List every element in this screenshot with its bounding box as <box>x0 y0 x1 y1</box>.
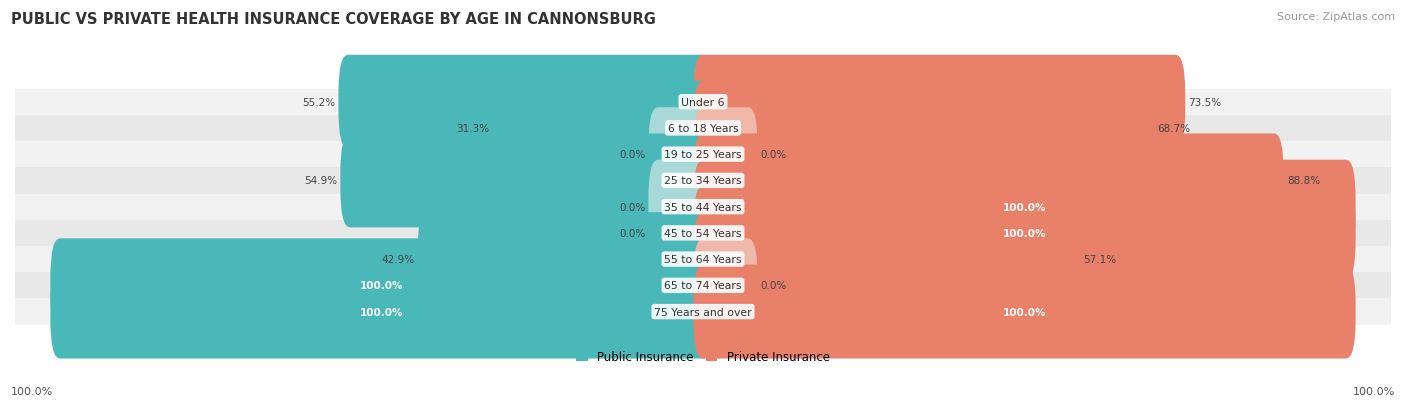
Text: 100.0%: 100.0% <box>360 307 404 317</box>
Bar <box>15 89 1391 116</box>
FancyBboxPatch shape <box>418 213 713 306</box>
Text: 73.5%: 73.5% <box>1188 97 1222 107</box>
Text: 100.0%: 100.0% <box>1353 387 1395 396</box>
Text: 55.2%: 55.2% <box>302 97 335 107</box>
FancyBboxPatch shape <box>648 160 713 254</box>
FancyBboxPatch shape <box>648 186 713 280</box>
Text: 100.0%: 100.0% <box>1002 228 1046 238</box>
Text: 6 to 18 Years: 6 to 18 Years <box>668 123 738 133</box>
FancyBboxPatch shape <box>693 56 1185 149</box>
FancyBboxPatch shape <box>492 82 713 176</box>
Text: 35 to 44 Years: 35 to 44 Years <box>664 202 742 212</box>
FancyBboxPatch shape <box>693 108 758 202</box>
Text: 100.0%: 100.0% <box>360 281 404 291</box>
Bar <box>15 220 1391 247</box>
Text: 25 to 34 Years: 25 to 34 Years <box>664 176 742 186</box>
FancyBboxPatch shape <box>693 82 1154 176</box>
Text: 0.0%: 0.0% <box>619 202 645 212</box>
Text: 42.9%: 42.9% <box>381 254 415 264</box>
Text: 31.3%: 31.3% <box>456 123 489 133</box>
Bar <box>15 168 1391 194</box>
FancyBboxPatch shape <box>51 265 713 358</box>
Text: Source: ZipAtlas.com: Source: ZipAtlas.com <box>1277 12 1395 22</box>
FancyBboxPatch shape <box>693 186 1355 280</box>
FancyBboxPatch shape <box>693 239 758 332</box>
FancyBboxPatch shape <box>339 56 713 149</box>
Text: 65 to 74 Years: 65 to 74 Years <box>664 281 742 291</box>
FancyBboxPatch shape <box>693 213 1080 306</box>
Text: 100.0%: 100.0% <box>1002 307 1046 317</box>
Text: 19 to 25 Years: 19 to 25 Years <box>664 150 742 160</box>
FancyBboxPatch shape <box>693 160 1355 254</box>
Text: 45 to 54 Years: 45 to 54 Years <box>664 228 742 238</box>
Bar <box>15 247 1391 273</box>
Bar <box>15 116 1391 142</box>
Text: 0.0%: 0.0% <box>619 150 645 160</box>
Bar <box>15 194 1391 220</box>
FancyBboxPatch shape <box>648 108 713 202</box>
Text: 55 to 64 Years: 55 to 64 Years <box>664 254 742 264</box>
FancyBboxPatch shape <box>340 134 713 228</box>
Text: 54.9%: 54.9% <box>304 176 337 186</box>
Text: Under 6: Under 6 <box>682 97 724 107</box>
FancyBboxPatch shape <box>693 134 1284 228</box>
Text: 57.1%: 57.1% <box>1083 254 1116 264</box>
Text: 0.0%: 0.0% <box>761 150 787 160</box>
Text: 100.0%: 100.0% <box>11 387 53 396</box>
Text: 68.7%: 68.7% <box>1157 123 1191 133</box>
Text: 100.0%: 100.0% <box>1002 202 1046 212</box>
FancyBboxPatch shape <box>51 239 713 332</box>
Text: PUBLIC VS PRIVATE HEALTH INSURANCE COVERAGE BY AGE IN CANNONSBURG: PUBLIC VS PRIVATE HEALTH INSURANCE COVER… <box>11 12 657 27</box>
Text: 75 Years and over: 75 Years and over <box>654 307 752 317</box>
Legend: Public Insurance, Private Insurance: Public Insurance, Private Insurance <box>576 350 830 363</box>
Text: 0.0%: 0.0% <box>619 228 645 238</box>
Bar <box>15 273 1391 299</box>
Text: 88.8%: 88.8% <box>1286 176 1320 186</box>
Bar <box>15 142 1391 168</box>
Text: 0.0%: 0.0% <box>761 281 787 291</box>
FancyBboxPatch shape <box>693 265 1355 358</box>
Bar <box>15 299 1391 325</box>
